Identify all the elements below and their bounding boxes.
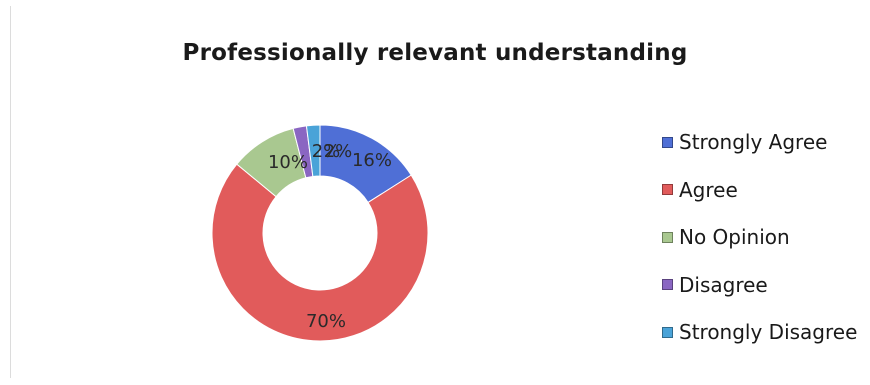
- legend-item-no-opinion: No Opinion: [662, 224, 857, 250]
- legend-swatch: [662, 184, 673, 195]
- legend-swatch: [662, 136, 673, 148]
- slice-label-group: 16%70%10%2%2%: [268, 141, 392, 332]
- legend-label: No Opinion: [679, 225, 790, 249]
- slice-group: [211, 124, 429, 342]
- legend-item-agree: Agree: [662, 177, 857, 203]
- legend-swatch: [662, 231, 673, 243]
- slice-data-label: 2%: [312, 141, 341, 162]
- legend-swatch: [662, 279, 673, 290]
- legend-item-strongly-disagree: Strongly Disagree: [662, 319, 857, 345]
- legend-label: Agree: [679, 177, 738, 202]
- legend: Strongly Agree Agree No Opinion Disagree…: [662, 129, 857, 367]
- slice-strongly-disagree: [305, 124, 321, 178]
- chart-title: Professionally relevant understanding: [182, 40, 688, 66]
- legend-item-disagree: Disagree: [662, 272, 857, 298]
- legend-swatch: [662, 326, 673, 338]
- slice-data-label: 16%: [352, 150, 392, 171]
- chart-frame: [10, 6, 866, 378]
- legend-label: Strongly Disagree: [679, 320, 858, 344]
- legend-label: Disagree: [679, 272, 768, 297]
- legend-label: Strongly Agree: [679, 130, 828, 154]
- slice-data-label: 70%: [306, 311, 346, 332]
- legend-item-strongly-agree: Strongly Agree: [662, 129, 857, 155]
- slice-agree: [211, 163, 429, 342]
- slice-data-label: 2%: [324, 141, 353, 162]
- slice-data-label: 10%: [268, 152, 308, 173]
